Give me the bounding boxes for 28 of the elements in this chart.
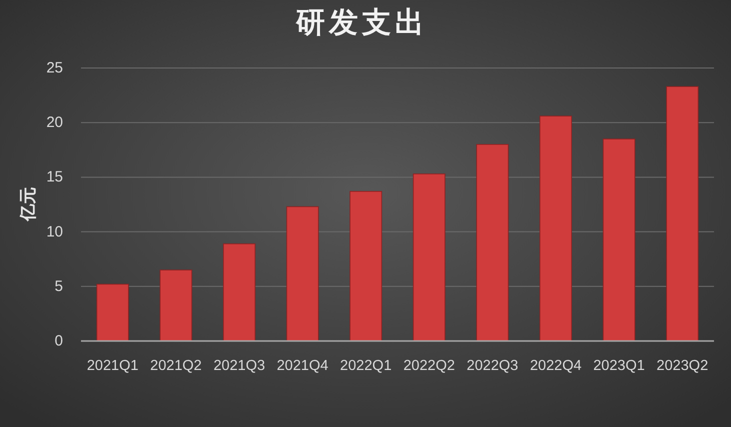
y-tick-label: 0 bbox=[54, 332, 63, 350]
x-tick-label: 2022Q1 bbox=[340, 358, 392, 374]
y-tick-label: 10 bbox=[46, 223, 63, 240]
y-tick-label: 20 bbox=[46, 114, 63, 132]
bar bbox=[412, 174, 446, 342]
bar bbox=[160, 270, 192, 342]
x-tick-label: 2023Q1 bbox=[593, 358, 645, 374]
x-tick-label: 2022Q3 bbox=[466, 358, 518, 374]
bar bbox=[666, 86, 699, 342]
chart-title: 研发支出 bbox=[295, 7, 428, 39]
bar bbox=[476, 144, 509, 342]
bar bbox=[602, 138, 636, 342]
x-tick-label: 2021Q3 bbox=[213, 358, 266, 374]
y-tick-label: 5 bbox=[54, 278, 63, 295]
bar bbox=[223, 243, 256, 342]
bar bbox=[286, 206, 319, 342]
bar bbox=[540, 116, 572, 342]
x-tick-label: 2022Q2 bbox=[403, 358, 455, 374]
x-tick-label: 2021Q2 bbox=[150, 358, 202, 374]
x-tick-label: 2021Q4 bbox=[276, 358, 328, 374]
x-tick-label: 2022Q4 bbox=[530, 358, 582, 374]
x-tick-label: 2021Q1 bbox=[86, 358, 138, 374]
bar bbox=[350, 190, 382, 342]
x-tick-label: 2023Q2 bbox=[656, 358, 708, 374]
y-tick-label: 25 bbox=[46, 60, 63, 76]
y-tick-label: 15 bbox=[46, 168, 63, 186]
bar bbox=[96, 284, 129, 342]
y-axis-title: 亿元 bbox=[18, 187, 38, 222]
